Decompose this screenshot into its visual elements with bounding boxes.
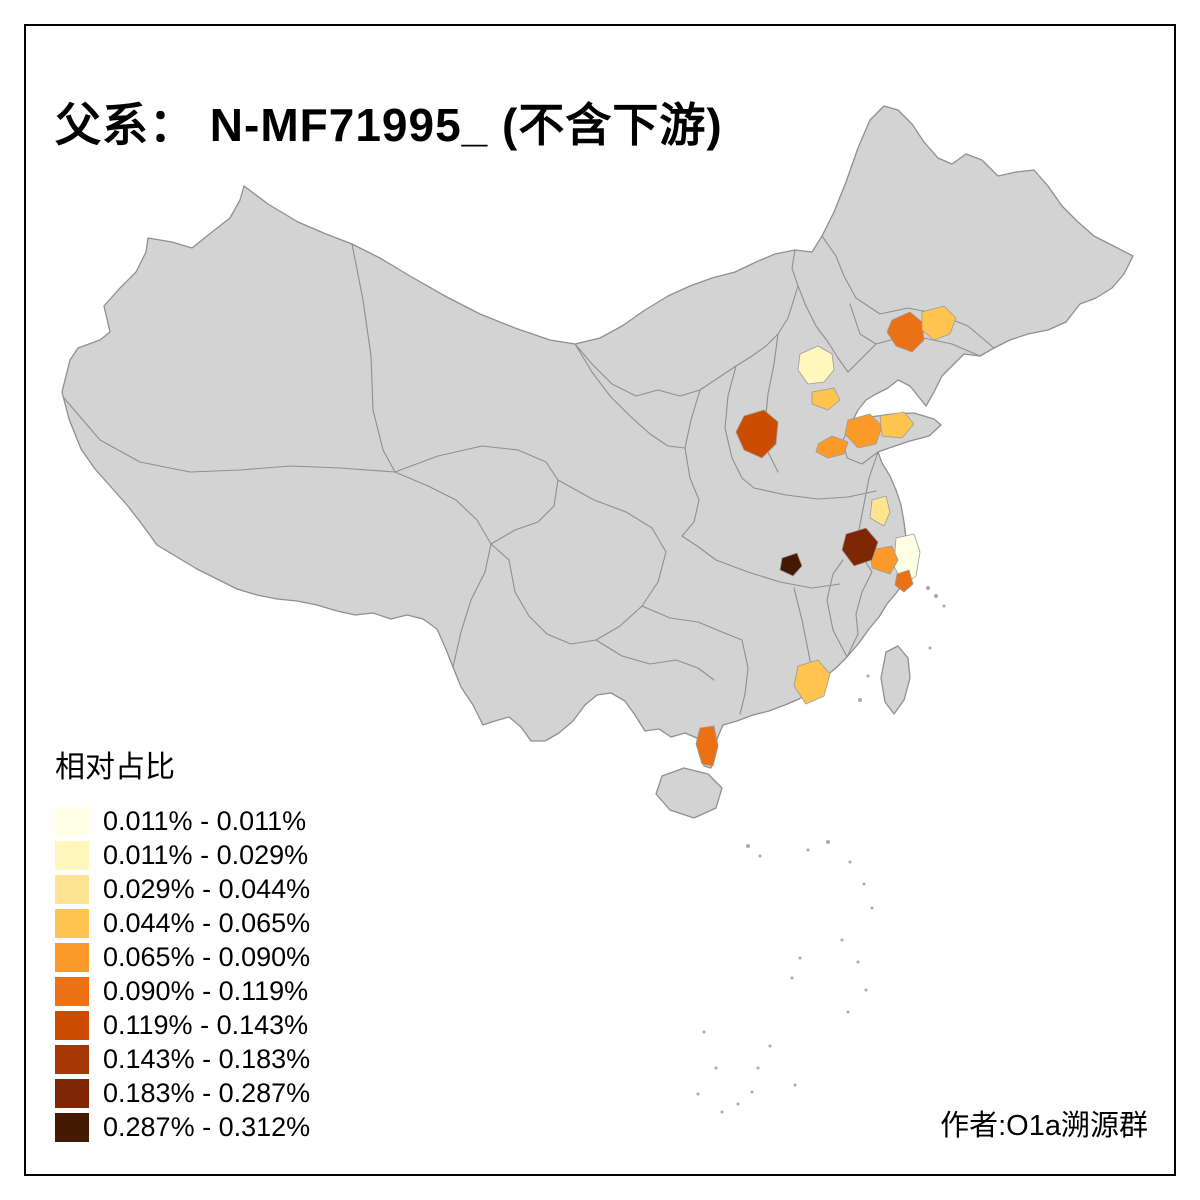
legend-item: 0.065% - 0.090% — [55, 940, 310, 974]
map-region-zhejiang-coastal — [894, 569, 914, 593]
legend-label: 0.287% - 0.312% — [103, 1111, 311, 1142]
legend-item: 0.287% - 0.312% — [55, 1110, 310, 1144]
legend-title: 相对占比 — [55, 751, 175, 784]
legend-label: 0.183% - 0.287% — [103, 1077, 311, 1108]
map-region-liaoning-west — [886, 311, 925, 353]
legend-swatch — [55, 1112, 89, 1142]
china-mainland — [61, 105, 1134, 769]
legend-label: 0.011% - 0.011% — [103, 805, 307, 836]
map-region-beijing — [797, 345, 835, 385]
map-region-shandong-west — [844, 413, 883, 449]
south-china-sea-islands — [696, 586, 946, 1114]
map-region-shanxi-southeast — [735, 409, 779, 459]
legend-label: 0.044% - 0.065% — [103, 907, 311, 938]
legend-swatch — [55, 976, 89, 1006]
legend-item: 0.011% - 0.011% — [55, 804, 310, 838]
legend: 相对占比 0.011% - 0.011% 0.011% - 0.029% 0.0… — [55, 742, 310, 1144]
legend-item: 0.044% - 0.065% — [55, 906, 310, 940]
legend-item: 0.183% - 0.287% — [55, 1076, 310, 1110]
map-region-jiangsu-central — [869, 495, 891, 527]
map-region-hubei-east — [779, 552, 803, 577]
map-region-henan-central — [815, 435, 849, 459]
legend-item: 0.119% - 0.143% — [55, 1008, 310, 1042]
legend-label: 0.065% - 0.090% — [103, 941, 311, 972]
map-region-leizhou-zhanjiang — [695, 725, 719, 767]
legend-item: 0.029% - 0.044% — [55, 872, 310, 906]
map-region-anhui-southwest — [841, 527, 879, 567]
legend-label: 0.011% - 0.029% — [103, 839, 309, 870]
legend-swatch — [55, 806, 89, 836]
legend-swatch — [55, 942, 89, 972]
map-region-liaoning-east — [921, 305, 957, 341]
legend-swatch — [55, 1044, 89, 1074]
legend-swatch — [55, 908, 89, 938]
map-region-shandong-peninsula — [879, 411, 915, 439]
province-borders — [63, 235, 995, 715]
legend-label: 0.119% - 0.143% — [103, 1009, 309, 1040]
legend-item: 0.143% - 0.183% — [55, 1042, 310, 1076]
map-region-tianjin-hebei — [811, 387, 841, 411]
highlighted-regions — [695, 305, 957, 767]
legend-swatch — [55, 874, 89, 904]
legend-label: 0.090% - 0.119% — [103, 975, 309, 1006]
hainan-island — [655, 767, 723, 819]
map-region-guangdong-central — [793, 659, 831, 705]
map-title: 父系： N-MF71995_ (不含下游) — [55, 98, 723, 151]
taiwan-island — [880, 645, 911, 715]
legend-label: 0.029% - 0.044% — [103, 873, 311, 904]
legend-item: 0.090% - 0.119% — [55, 974, 310, 1008]
map-region-anhui-southeast — [869, 545, 899, 575]
legend-item: 0.011% - 0.029% — [55, 838, 310, 872]
credit: 作者:O1a溯源群 — [940, 1110, 1148, 1142]
legend-swatch — [55, 1078, 89, 1108]
legend-swatch — [55, 1010, 89, 1040]
legend-label: 0.143% - 0.183% — [103, 1043, 311, 1074]
legend-swatch — [55, 840, 89, 870]
